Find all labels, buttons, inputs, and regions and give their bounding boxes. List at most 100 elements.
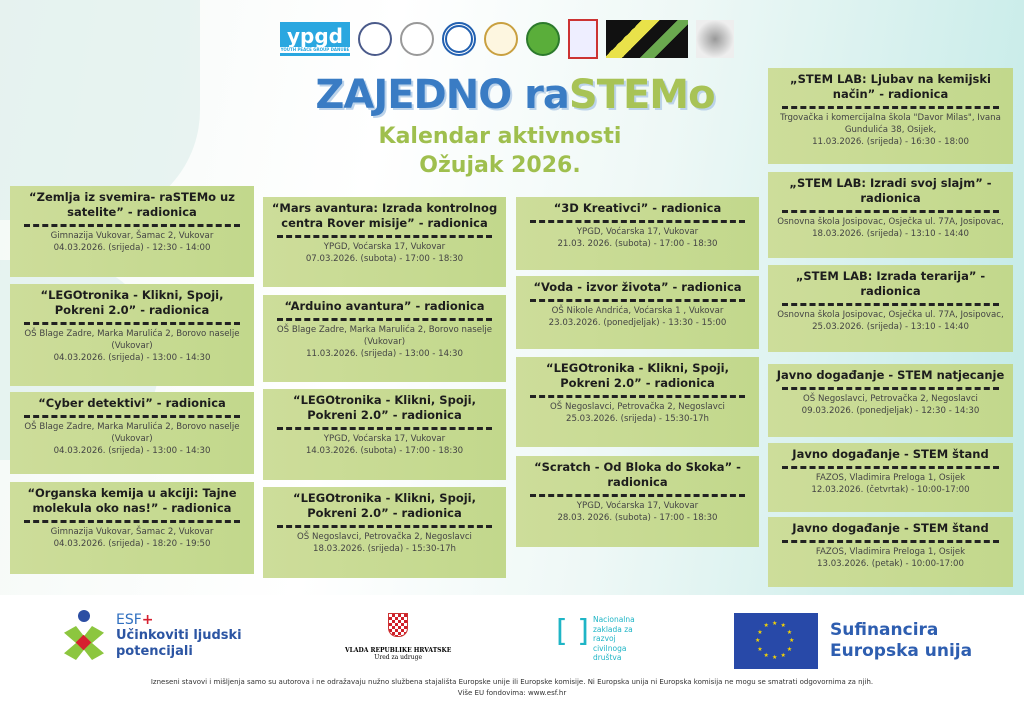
dashed-divider [277,427,492,430]
month-label: Ožujak 2026. [419,153,581,178]
event-detail: (Vukovar) [363,337,406,347]
title-green: STEM [568,72,689,118]
event-title: “Organska kemija u akciji: Tajne molekul… [27,486,237,515]
event-detail: 14.03.2026. (subota) - 17:00 - 18:30 [305,446,464,456]
disclaimer-text: Izneseni stavovi i mišljenja samo su aut… [150,678,874,686]
event-title: “Scratch - Od Bloka do Skoka” - radionic… [534,460,741,489]
dashed-divider [530,220,745,223]
school-seal-logo [400,22,434,56]
bracket-icon: [ ] [556,614,589,649]
event-detail: 09.03.2026. (ponedjeljak) - 12:30 - 14:3… [801,406,980,416]
footer: ESF+ Učinkoviti ljudski potencijali VLAD… [0,595,1024,707]
dashed-divider [782,303,999,306]
subtitle: Kalendar aktivnosti [378,124,622,149]
esf-plus: + [141,612,154,628]
dashed-divider [24,322,240,325]
event-title: “LEGOtronika - Klikni, Spoji, Pokreni 2.… [293,393,476,422]
nz-line: Nacionalna [592,615,635,624]
crest-logo [568,19,598,59]
title-blue: ZAJEDNO ra [315,72,569,118]
event-detail: OŠ Blage Zadre, Marka Marulića 2, Borovo… [24,329,240,339]
event-card: “Scratch - Od Bloka do Skoka” - radionic… [516,456,759,547]
dashed-divider [530,494,745,497]
event-detail: 04.03.2026. (srijeda) - 13:00 - 14:30 [53,446,211,456]
event-title: „STEM LAB: Izrada terarija” - radionica [795,269,986,298]
vlada-logo: VLADA REPUBLIKE HRVATSKE Ured za udruge [345,613,451,661]
dashed-divider [277,235,492,238]
event-card: “3D Kreativci” - radionica YPGD, Voćarska… [516,197,759,270]
event-title: “Mars avantura: Izrada kontrolnog centra… [271,201,498,230]
event-title: “Zemlja iz svemira- raSTEMo uz satelite”… [29,190,235,219]
event-detail: 18.03.2026. (srijeda) - 13:10 - 14:40 [812,229,969,239]
event-title: Javno događanje - STEM natjecanje [776,368,1005,382]
esf-logo: ESF+ Učinkoviti ljudski potencijali [60,610,242,662]
event-detail: 25.03.2026. (srijeda) - 15:30-17h [566,414,709,424]
star-icon: ★ [780,622,786,630]
event-detail: OŠ Negoslavci, Petrovačka 2, Negoslavci [550,402,725,412]
event-card: Javno događanje - STEM štand FAZOS, Vladi… [768,517,1013,587]
event-card: “Mars avantura: Izrada kontrolnog centra… [263,197,506,287]
event-detail: OŠ Blage Zadre, Marka Marulića 2, Borovo… [24,422,240,432]
vlada-office: Ured za udruge [374,654,422,661]
star-icon: ★ [755,637,761,644]
event-title: “Cyber detektivi” - radionica [38,396,226,410]
dashed-divider [530,299,745,302]
event-detail: 11.03.2026. (srijeda) - 16:30 - 18:00 [812,137,969,147]
event-detail: 25.03.2026. (srijeda) - 13:10 - 14:40 [812,322,969,332]
event-title: “Arduino avantura” - radionica [284,299,485,313]
dashed-divider [24,415,240,418]
event-title: “LEGOtronika - Klikni, Spoji, Pokreni 2.… [546,361,729,390]
nz-line: razvoj [592,634,616,643]
ypgd-logo-text: ypgd [287,24,343,48]
esf-figure-icon [60,610,108,662]
dashed-divider [277,318,492,321]
event-detail: (Vukovar) [111,341,153,351]
event-detail: FAZOS, Vladimira Preloga 1, Osijek [815,473,966,483]
event-card: “LEGOtronika - Klikni, Spoji, Pokreni 2.… [516,357,759,447]
event-detail: Gimnazija Vukovar, Šamac 2, Vukovar [50,231,214,241]
dashed-divider [782,106,999,109]
eu-flag-icon: ★ ★ ★ ★ ★ ★ ★ ★ ★ ★ ★ ★ [734,613,818,669]
dashed-divider [782,387,999,390]
nz-line: civilnoga [592,643,627,653]
dashed-divider [24,224,240,227]
event-card: “LEGOtronika - Klikni, Spoji, Pokreni 2.… [263,389,506,480]
event-detail: 11.03.2026. (srijeda) - 13:00 - 14:30 [306,349,463,359]
qr-logo [696,20,734,58]
event-card: “Voda - izvor života” - radionica OŠ Niko… [516,276,759,349]
event-card: “LEGOtronika - Klikni, Spoji, Pokreni 2.… [10,284,254,386]
vlada-name: VLADA REPUBLIKE HRVATSKE [345,647,452,654]
event-card: “LEGOtronika - Klikni, Spoji, Pokreni 2.… [263,487,506,578]
decorative-circle [0,0,200,220]
event-card: “Zemlja iz svemira- raSTEMo uz satelite”… [10,186,254,277]
event-detail: YPGD, Voćarska 17, Vukovar [576,501,699,511]
event-detail: Gundulića 38, Osijek, [844,125,937,135]
star-icon: ★ [786,645,793,653]
star-icon: ★ [757,628,763,636]
event-detail: 18.03.2026. (srijeda) - 15:30-17h [313,544,456,554]
event-card: Javno događanje - STEM štand FAZOS, Vladi… [768,443,1013,512]
dashed-divider [24,520,240,523]
school-logo [484,22,518,56]
esf-line1: Učinkoviti ljudski [116,628,242,643]
event-detail: Osnovna škola Josipovac, Osječka ul. 77A… [777,310,1004,320]
star-icon: ★ [780,651,786,659]
esf-text: ESF [116,612,142,628]
disclaimer: Izneseni stavovi i mišljenja samo su aut… [20,677,1004,699]
event-title: “3D Kreativci” - radionica [553,201,722,215]
dashed-divider [277,525,492,528]
event-detail: 12.03.2026. (četvrtak) - 10:00-17:00 [811,485,970,495]
event-card: “Organska kemija u akciji: Tajne molekul… [10,482,254,574]
event-detail: OŠ Blage Zadre, Marka Marulića 2, Borovo… [276,325,493,335]
title-blue-end: o [688,72,716,118]
event-detail: YPGD, Voćarska 17, Vukovar [323,242,446,252]
event-card: „STEM LAB: Ljubav na kemijski način” - r… [768,68,1013,164]
event-title: Javno događanje - STEM štand [792,447,989,461]
esf-label: ESF+ [116,612,242,628]
eu-line2: Europska unija [830,641,973,661]
event-card: “Arduino avantura” - radionica OŠ Blage Z… [263,295,506,382]
partner-logos: ypgd YOUTH PEACE GROUP DANUBE [280,18,734,60]
event-detail: 04.03.2026. (srijeda) - 12:30 - 14:00 [53,243,211,253]
event-title: “LEGOtronika - Klikni, Spoji, Pokreni 2.… [293,491,476,520]
page-title: ZAJEDNO raSTEMo [290,72,740,118]
